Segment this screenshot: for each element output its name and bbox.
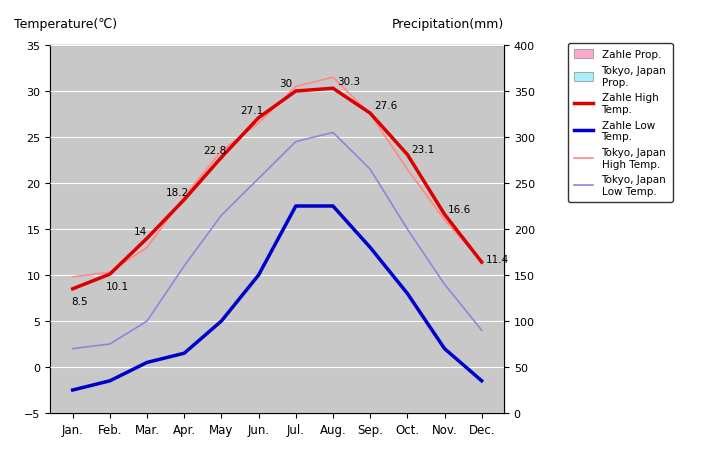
Bar <box>323 274 343 413</box>
Bar <box>211 412 221 413</box>
Bar <box>99 375 109 413</box>
Text: 22.8: 22.8 <box>203 146 226 155</box>
Text: Temperature(℃): Temperature(℃) <box>14 18 117 31</box>
Bar <box>471 387 481 413</box>
Bar <box>434 328 455 413</box>
Bar <box>248 266 269 413</box>
Text: 14: 14 <box>134 226 148 236</box>
Text: Precipitation(mm): Precipitation(mm) <box>392 18 504 31</box>
Bar <box>211 278 232 413</box>
Bar <box>360 221 380 413</box>
Bar <box>433 406 444 413</box>
Bar <box>397 263 418 413</box>
Text: 8.5: 8.5 <box>71 296 87 306</box>
Bar <box>286 280 306 413</box>
Text: 10.1: 10.1 <box>106 281 130 291</box>
Text: 27.6: 27.6 <box>374 101 397 111</box>
Text: 27.1: 27.1 <box>240 106 264 116</box>
Text: 16.6: 16.6 <box>449 204 472 214</box>
Bar <box>63 365 83 413</box>
Bar <box>174 294 194 413</box>
Bar <box>99 362 120 413</box>
Text: 18.2: 18.2 <box>166 188 189 197</box>
Text: 23.1: 23.1 <box>411 145 434 154</box>
Legend: Zahle Prop., Tokyo, Japan
Prop., Zahle High
Temp., Zahle Low
Temp., Tokyo, Japan: Zahle Prop., Tokyo, Japan Prop., Zahle H… <box>568 44 672 203</box>
Bar <box>62 372 72 413</box>
Bar <box>137 305 157 413</box>
Bar <box>472 377 492 413</box>
Bar <box>136 381 147 413</box>
Text: 11.4: 11.4 <box>485 255 508 264</box>
Bar <box>397 412 407 413</box>
Text: 30.3: 30.3 <box>337 77 360 86</box>
Text: 30: 30 <box>279 79 292 89</box>
Bar <box>359 412 370 413</box>
Bar <box>174 406 184 413</box>
